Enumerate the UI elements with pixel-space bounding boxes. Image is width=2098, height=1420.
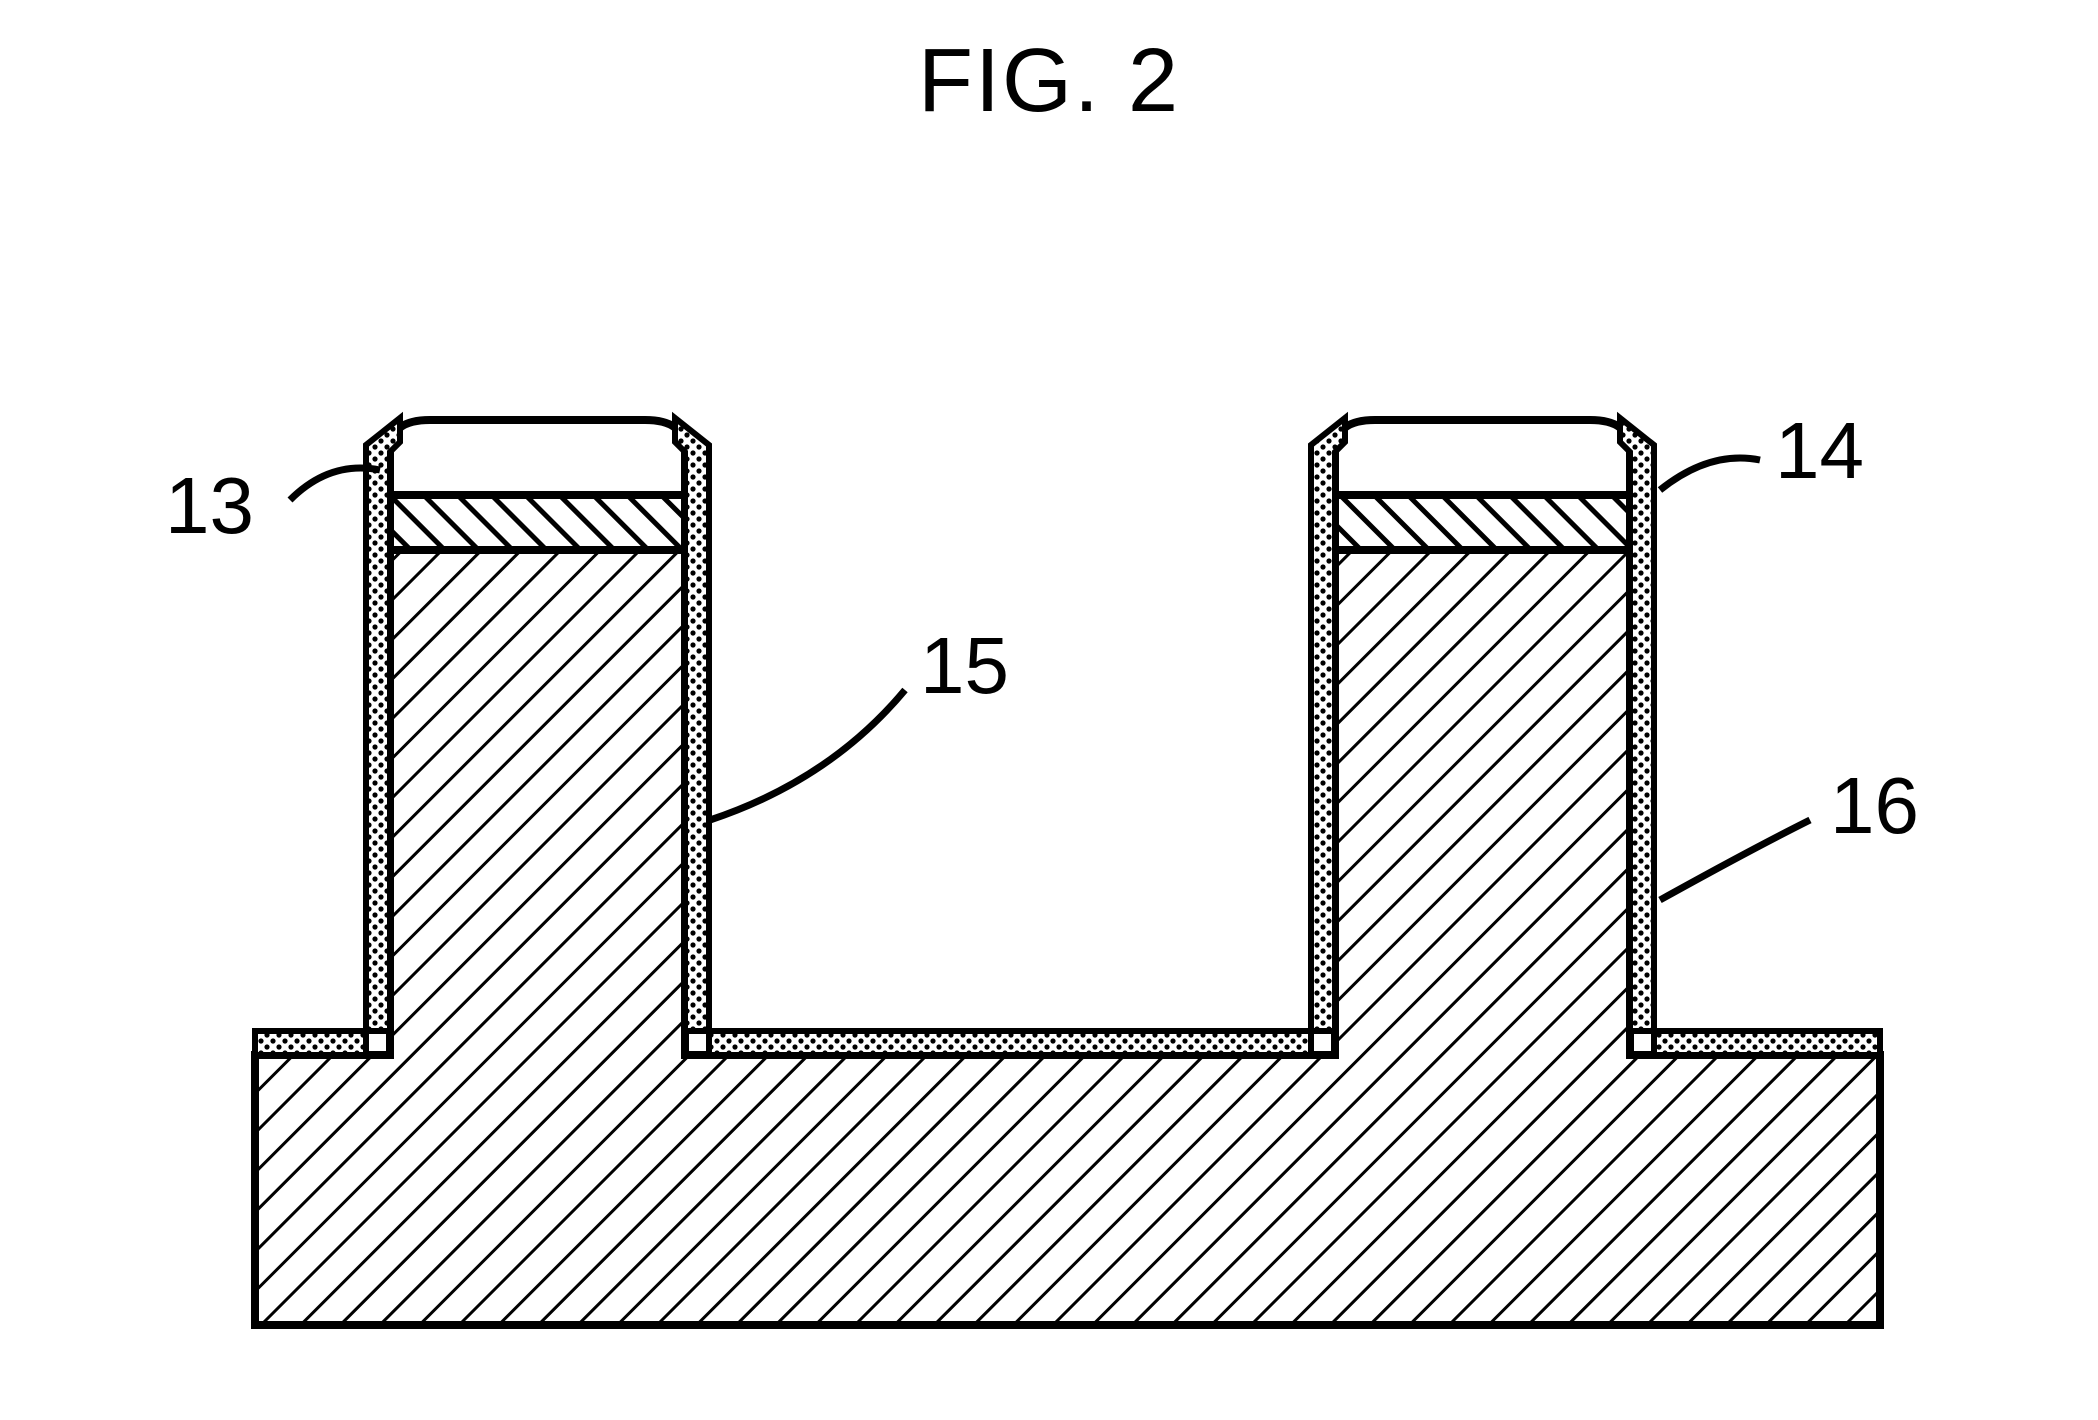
label-15: 15	[920, 620, 1009, 712]
leader-14	[1660, 458, 1760, 490]
band-left	[390, 495, 685, 550]
label-13: 13	[165, 460, 254, 552]
coating-mid-flange	[709, 1031, 1311, 1055]
figure-title: FIG. 2	[0, 30, 2098, 133]
cap-left	[390, 420, 685, 495]
figure-svg	[0, 0, 2098, 1420]
label-16: 16	[1830, 760, 1919, 852]
coating-left-flange	[255, 1031, 366, 1055]
leader-16	[1660, 820, 1810, 900]
label-14: 14	[1775, 405, 1864, 497]
leader-15	[710, 690, 905, 820]
cap-right	[1335, 420, 1630, 495]
coating-right-flange	[1654, 1031, 1880, 1055]
band-right	[1335, 495, 1630, 550]
